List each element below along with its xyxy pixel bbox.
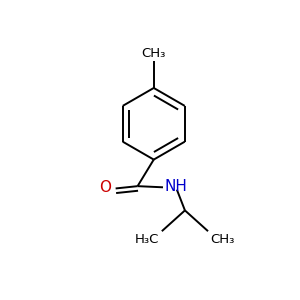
Text: O: O [100, 180, 112, 195]
Text: CH₃: CH₃ [142, 46, 166, 60]
Text: H₃C: H₃C [135, 233, 160, 246]
Text: CH₃: CH₃ [210, 233, 235, 246]
Text: NH: NH [164, 179, 187, 194]
